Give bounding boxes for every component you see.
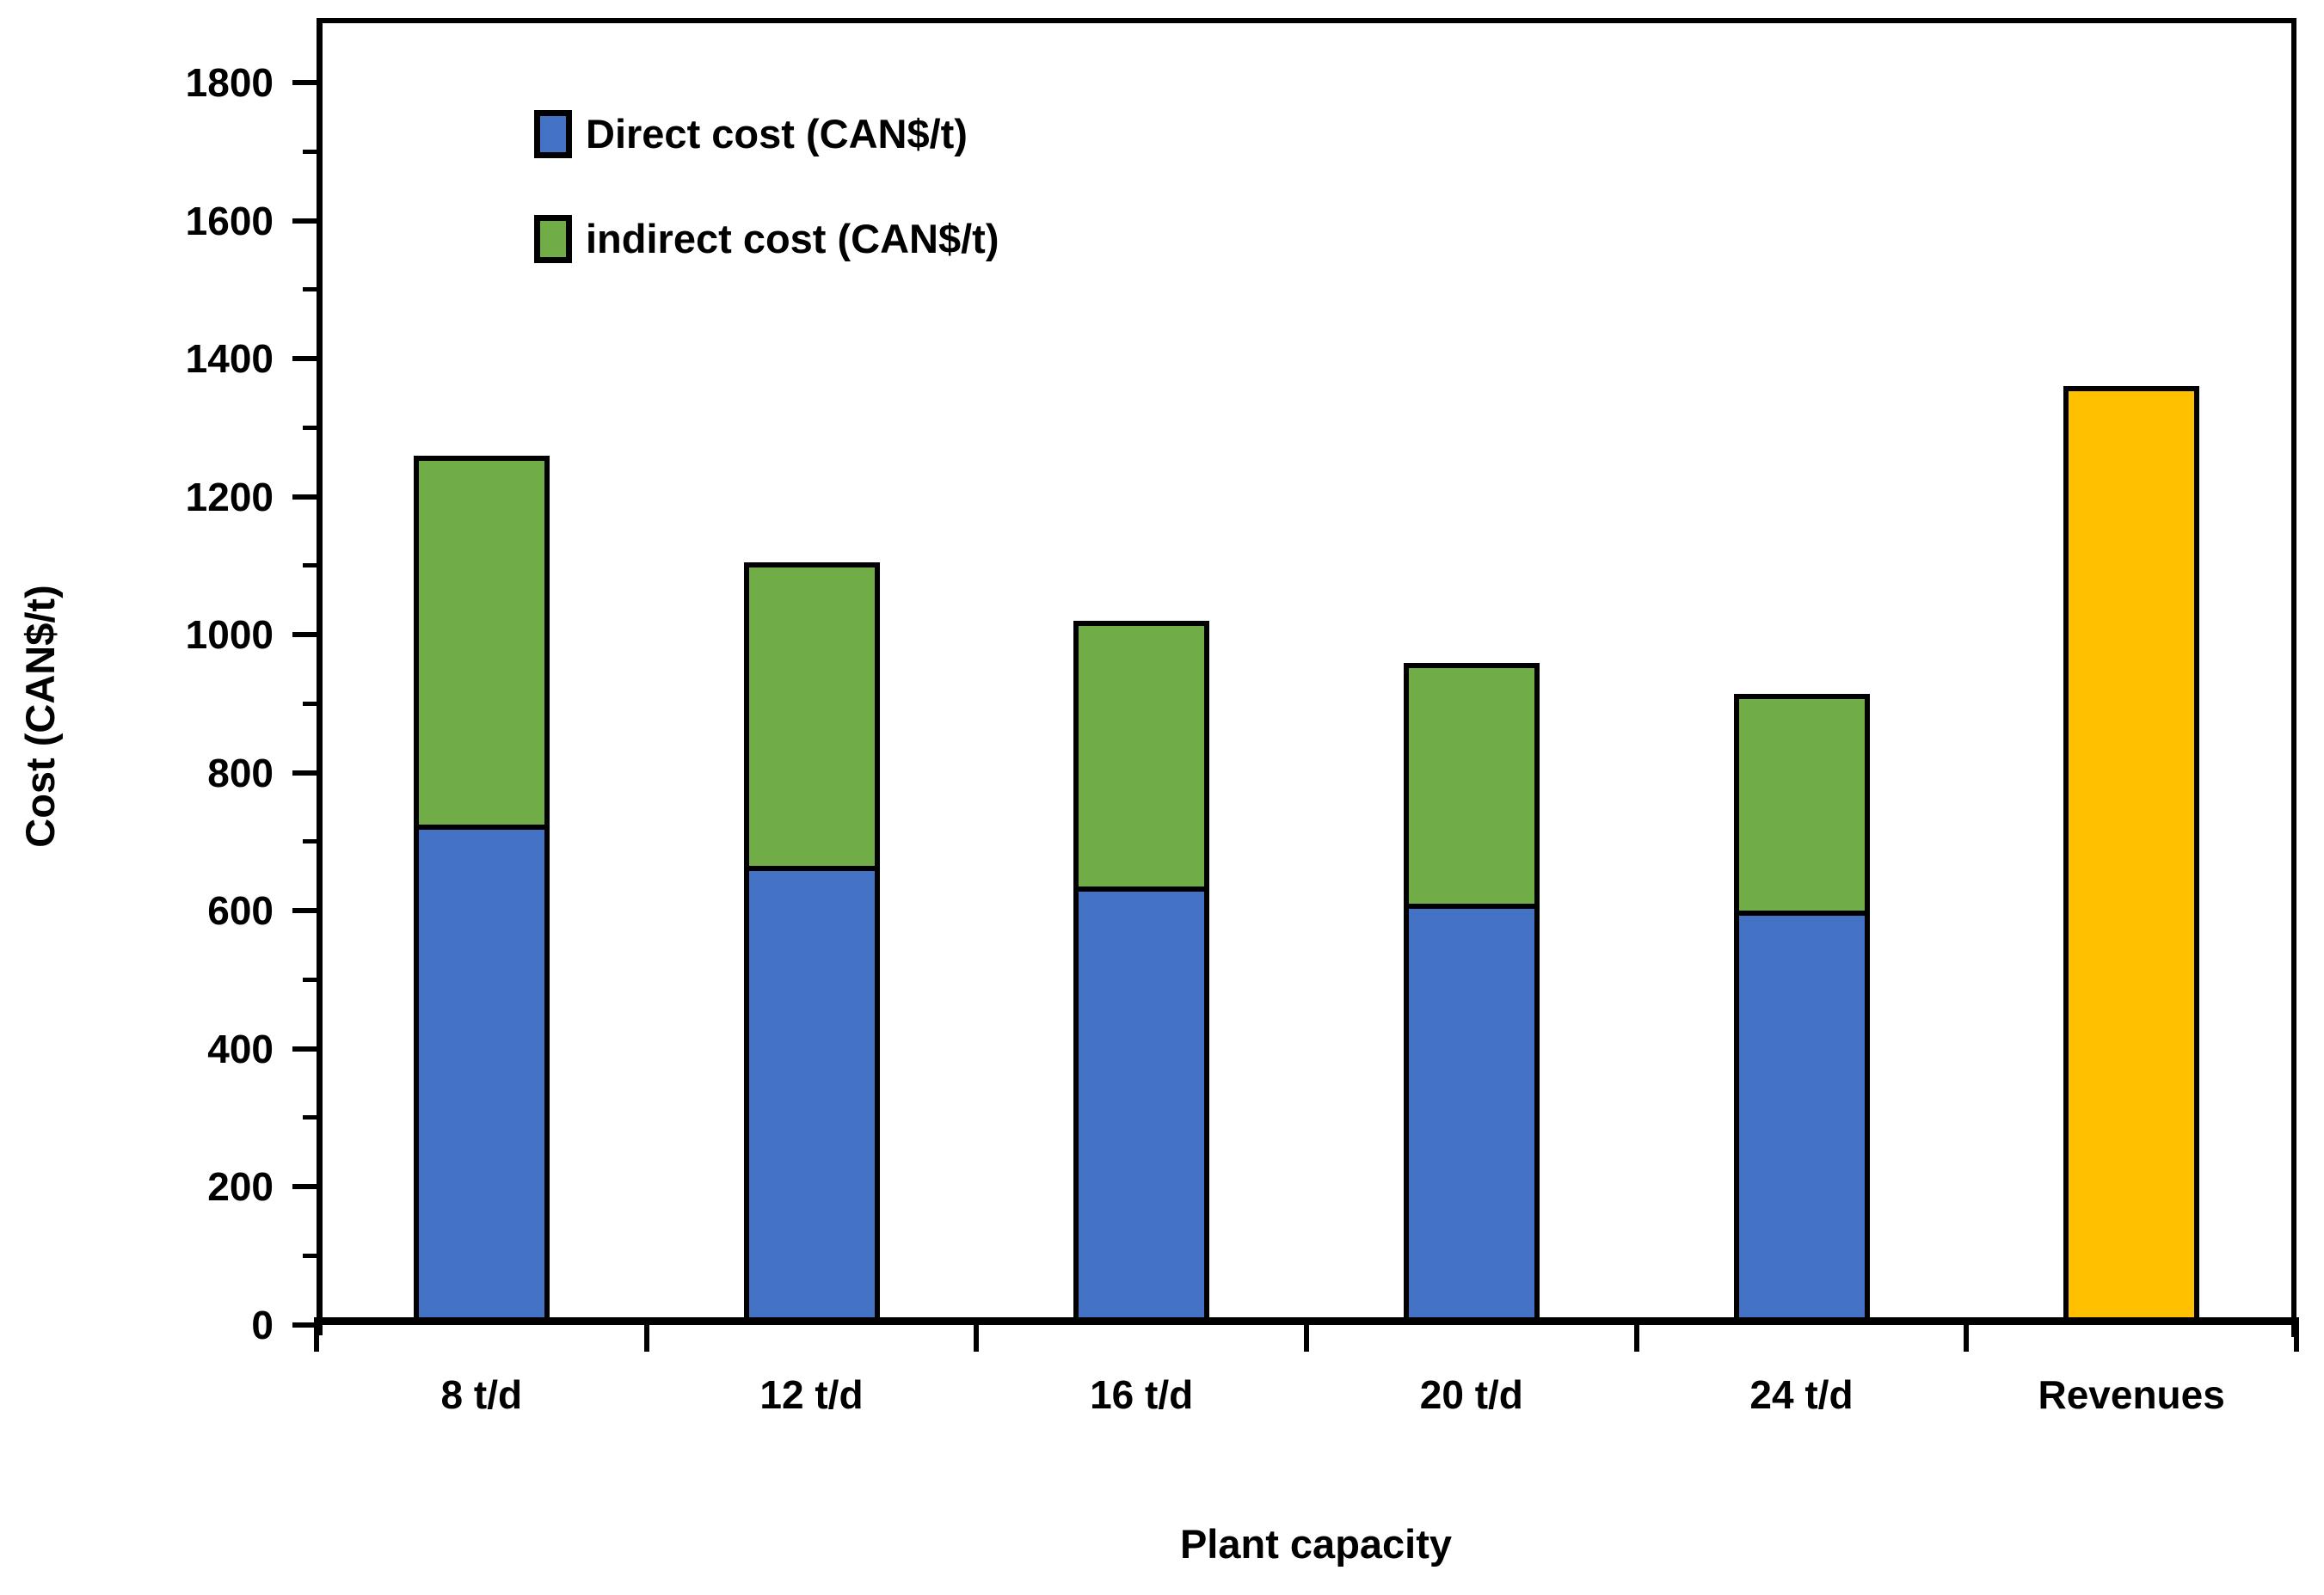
bar-segment-indirect-12td xyxy=(743,562,880,867)
x-category-label: 16 t/d xyxy=(1090,1372,1194,1417)
x-axis-tick xyxy=(974,1317,980,1352)
x-category-label: 12 t/d xyxy=(759,1372,864,1417)
bar-segment-direct-8td xyxy=(413,825,550,1325)
bar-segment-direct-12td xyxy=(743,866,880,1325)
y-minor-tick xyxy=(303,425,317,430)
y-minor-tick xyxy=(303,149,317,154)
y-tick-label: 1200 xyxy=(185,474,274,519)
y-major-tick xyxy=(292,218,317,224)
legend-item-indirect-cost: indirect cost (CAN$/t) xyxy=(534,215,999,263)
y-axis-line xyxy=(317,18,323,1335)
y-minor-tick xyxy=(303,977,317,982)
y-minor-tick xyxy=(303,1115,317,1120)
y-tick-label: 800 xyxy=(207,750,274,795)
y-minor-tick xyxy=(303,287,317,292)
bar-segment-direct-20td xyxy=(1403,904,1540,1325)
legend-item-direct-cost: Direct cost (CAN$/t) xyxy=(534,110,968,158)
y-tick-label: 1800 xyxy=(185,60,274,106)
y-major-tick xyxy=(292,908,317,914)
y-axis-title: Cost (CAN$/t) xyxy=(17,585,63,848)
x-axis-tick xyxy=(2294,1317,2299,1352)
y-major-tick xyxy=(292,1184,317,1190)
bar-segment-indirect-16td xyxy=(1073,621,1210,887)
bar-segment-revenues-Revenues xyxy=(2063,386,2200,1325)
y-minor-tick xyxy=(303,701,317,706)
bar-segment-direct-16td xyxy=(1073,886,1210,1325)
y-tick-label: 200 xyxy=(207,1164,274,1210)
y-tick-label: 600 xyxy=(207,888,274,934)
x-axis-tick xyxy=(643,1317,649,1352)
y-major-tick xyxy=(292,632,317,638)
x-category-label: Revenues xyxy=(2038,1372,2225,1417)
bar-segment-indirect-24td xyxy=(1733,693,1870,911)
plot-border-right xyxy=(2291,18,2296,1337)
y-major-tick xyxy=(292,1046,317,1052)
bar-segment-indirect-8td xyxy=(413,455,550,825)
y-major-tick xyxy=(292,494,317,500)
y-minor-tick xyxy=(303,1253,317,1258)
y-tick-label: 1000 xyxy=(185,612,274,658)
x-category-label: 24 t/d xyxy=(1749,1372,1854,1417)
y-minor-tick xyxy=(303,563,317,568)
plot-border-top xyxy=(317,18,2296,23)
y-tick-label: 400 xyxy=(207,1026,274,1071)
y-major-tick xyxy=(292,770,317,776)
x-axis-tick xyxy=(1964,1317,1970,1352)
y-major-tick xyxy=(292,1322,317,1328)
x-axis-tick xyxy=(1304,1317,1309,1352)
x-category-label: 20 t/d xyxy=(1419,1372,1523,1417)
bar-segment-indirect-20td xyxy=(1403,662,1540,905)
x-category-label: 8 t/d xyxy=(440,1372,523,1417)
y-major-tick xyxy=(292,80,317,86)
y-minor-tick xyxy=(303,839,317,844)
x-axis-line xyxy=(317,1317,2296,1325)
y-tick-label: 0 xyxy=(251,1303,274,1347)
y-tick-label: 1600 xyxy=(185,198,274,243)
legend-swatch-direct-cost xyxy=(534,110,572,158)
y-major-tick xyxy=(292,356,317,362)
legend-label-indirect-cost: indirect cost (CAN$/t) xyxy=(586,216,999,261)
y-tick-label: 1400 xyxy=(185,336,274,382)
x-axis-tick xyxy=(1633,1317,1639,1352)
x-axis-title: Plant capacity xyxy=(1179,1521,1453,1567)
legend-label-direct-cost: Direct cost (CAN$/t) xyxy=(586,111,968,156)
bar-segment-direct-24td xyxy=(1733,911,1870,1325)
legend-swatch-indirect-cost xyxy=(534,215,572,263)
